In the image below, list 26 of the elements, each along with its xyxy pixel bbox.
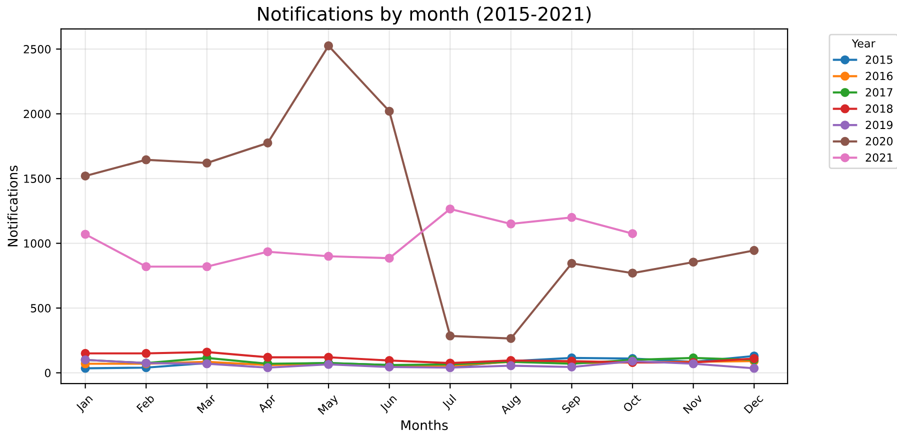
legend-label: 2016 [866,72,893,80]
legend-label: 2021 [866,153,892,162]
x-tick-label: Dec [744,394,764,414]
x-tick-label: Oct [622,394,642,413]
x-axis-title: Months [401,420,448,430]
legend-label: 2018 [866,104,893,113]
legend-label: 2019 [866,120,892,130]
x-tick-label: Mar [196,394,217,414]
y-tick-label: 1500 [24,174,51,183]
x-tick-label: Apr [257,394,278,414]
chart-title: Notifications by month (2015-2021) [258,6,591,25]
legend-label: 2017 [866,88,892,97]
legend-label: 2020 [866,137,893,146]
legend-label: 2015 [866,55,892,64]
x-tick-label: Jun [379,394,399,414]
x-tick-label: Jul [441,394,458,411]
y-tick-label: 500 [30,304,51,312]
y-tick-label: 2500 [24,45,51,54]
x-tick-label: Sep [561,394,582,416]
x-tick-label: Feb [136,394,155,412]
x-tick-label: Jan [75,394,94,414]
y-axis-title: Notifications [7,166,18,246]
legend-title: Year [852,39,876,48]
y-tick-label: 1000 [24,239,51,248]
y-tick-label: 2000 [24,110,51,118]
y-tick-label: 0 [44,368,51,378]
